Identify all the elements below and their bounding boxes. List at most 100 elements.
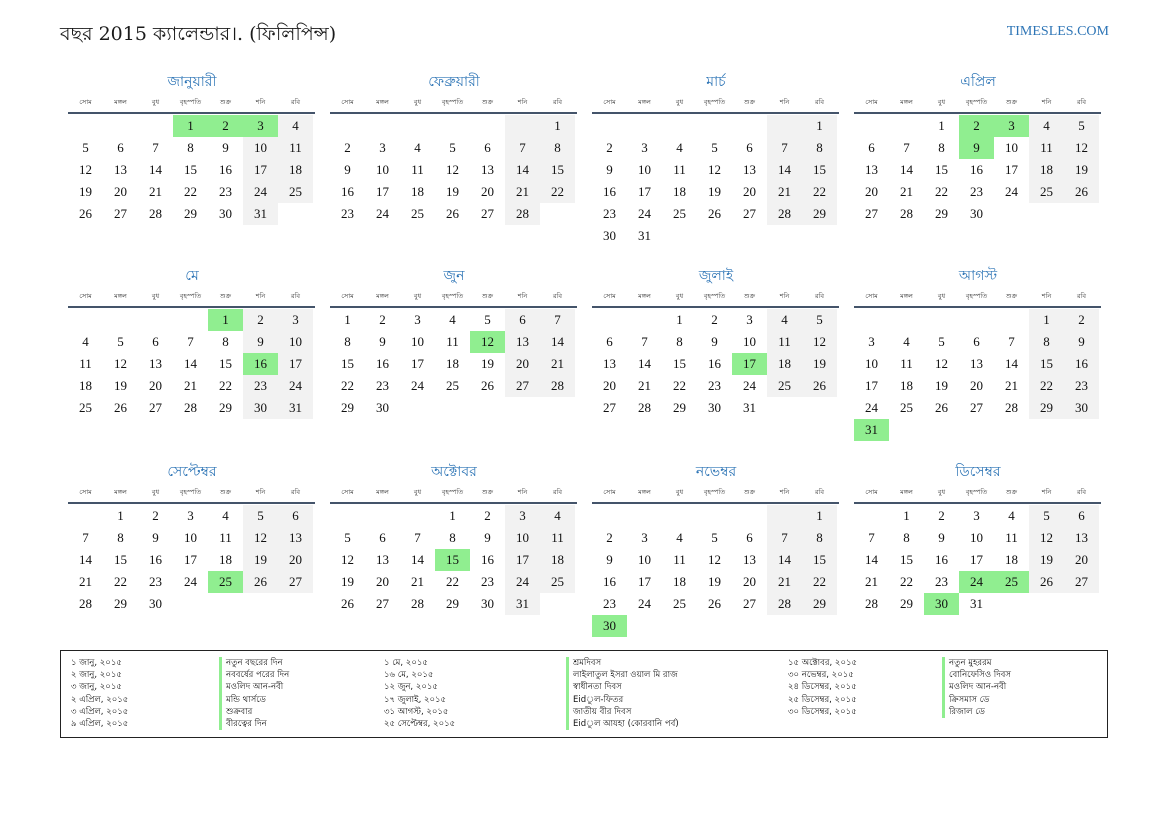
holiday-date: ৩ জানু, ২০১৫ xyxy=(71,682,122,693)
weekday-label: বৃহস্পতি xyxy=(965,488,988,496)
day-cell: 31 xyxy=(243,203,278,225)
day-cell: 2 xyxy=(243,309,278,331)
day-cell: 17 xyxy=(1005,162,1018,177)
day-cell: 7 xyxy=(767,137,802,159)
day-cell: 23 xyxy=(376,378,389,393)
empty-cell xyxy=(365,505,400,527)
holiday-day-cell: 3 xyxy=(994,115,1029,137)
weekday-label: শনি xyxy=(255,488,266,496)
weekday-label: বুধ xyxy=(151,488,160,496)
day-cell: 22 xyxy=(184,184,197,199)
day-cell: 16 xyxy=(1064,353,1099,375)
holiday-name: বোনিফেসিও দিবস xyxy=(942,669,1011,682)
day-cell: 21 xyxy=(1005,378,1018,393)
holiday-day-cell: 25 xyxy=(994,571,1029,593)
day-cell: 21 xyxy=(411,574,424,589)
day-cell: 22 xyxy=(900,574,913,589)
day-cell: 10 xyxy=(411,334,424,349)
days-grid: 1 2 3 4 5 6 7 8 9 10 11 12 13 14 15 16 17 18 19 20 21 22 23 24 2… xyxy=(592,115,839,247)
day-cell: 29 xyxy=(900,596,913,611)
day-cell: 19 xyxy=(79,184,92,199)
day-cell: 11 xyxy=(1029,137,1064,159)
holiday-date: ১২ জুন, ২০১৫ xyxy=(384,682,438,693)
weekday-label: সোম xyxy=(865,292,878,300)
day-cell: 7 xyxy=(903,140,910,155)
day-cell: 23 xyxy=(243,375,278,397)
weekday-label: মঙ্গল xyxy=(114,488,127,496)
weekday-label: রবি xyxy=(814,488,825,496)
holiday-day-cell: 17 xyxy=(732,353,767,375)
day-cell: 31 xyxy=(278,397,313,419)
weekday-header: সোম মঙ্গল বুধ বৃহস্পতি শুক্র শনি রবি xyxy=(592,482,839,504)
month-12: ডিসেম্বর সোম মঙ্গল বুধ বৃহস্পতি শুক্র শনি রবি 1 2… xyxy=(854,462,1101,615)
holiday-date: ৩ এপ্রিল, ২০১৫ xyxy=(71,706,129,717)
holiday-date: ১৭ জুলাই, ২০১৫ xyxy=(384,694,447,705)
day-cell: 6 xyxy=(973,334,980,349)
day-cell: 11 xyxy=(673,552,686,567)
day-cell: 18 xyxy=(1005,552,1018,567)
holiday-name: শ্রমদিবস xyxy=(566,657,679,670)
holiday-date: ২ জানু, ২০১৫ xyxy=(71,670,122,681)
empty-cell xyxy=(697,115,732,137)
day-cell: 28 xyxy=(638,400,651,415)
holiday-name: লাইলাতুল ইসরা ওয়াল মি রাজ xyxy=(566,669,679,682)
day-cell: 10 xyxy=(243,137,278,159)
day-cell: 29 xyxy=(673,400,686,415)
day-cell: 5 xyxy=(1064,115,1099,137)
empty-cell xyxy=(854,505,889,527)
weekday-label: বৃহস্পতি xyxy=(179,488,202,496)
day-cell: 6 xyxy=(746,140,753,155)
day-cell: 2 xyxy=(606,140,613,155)
day-cell: 7 xyxy=(767,527,802,549)
weekday-label: শুক্র xyxy=(1005,98,1018,106)
weekday-label: বুধ xyxy=(937,292,946,300)
day-cell: 11 xyxy=(767,331,802,353)
holiday-name: বীরত্বের দিন xyxy=(219,718,289,731)
day-cell: 19 xyxy=(114,378,127,393)
day-cell: 5 xyxy=(82,140,89,155)
month-name: জুন xyxy=(443,268,465,284)
day-cell: 30 xyxy=(481,596,494,611)
day-cell: 9 xyxy=(711,334,718,349)
day-cell: 15 xyxy=(341,356,354,371)
day-cell: 18 xyxy=(79,378,92,393)
month-6: জুন সোম মঙ্গল বুধ বৃহস্পতি শুক্র শনি রবি 1 2 3 4 5 6 7… xyxy=(330,266,577,419)
weekday-label: রবি xyxy=(552,292,563,300)
holiday-day-cell: 30 xyxy=(592,615,627,637)
day-cell: 12 xyxy=(1064,137,1099,159)
weekday-label: শনি xyxy=(517,292,528,300)
day-cell: 21 xyxy=(638,378,651,393)
days-grid: 1 2 3 4 5 6 7 8 9 10 11 12 13 14 15 16 17 18 19 20 21 22 23 24 2… xyxy=(330,505,577,615)
day-cell: 19 xyxy=(481,356,494,371)
day-cell: 8 xyxy=(802,527,837,549)
day-cell: 25 xyxy=(79,400,92,415)
day-cell: 2 xyxy=(152,508,159,523)
empty-cell xyxy=(627,115,662,137)
site-link[interactable]: TIMESLES.COM xyxy=(1006,24,1109,39)
day-cell: 13 xyxy=(505,331,540,353)
holiday-name: মওলিদ আন-নবী xyxy=(219,681,289,694)
day-cell: 19 xyxy=(341,574,354,589)
day-cell: 27 xyxy=(481,206,494,221)
holiday-date: ২৪ ডিসেম্বর, ২০১৫ xyxy=(788,682,857,693)
day-cell: 11 xyxy=(673,162,686,177)
day-cell: 27 xyxy=(865,206,878,221)
holiday-name: মন্ডি থার্সডে xyxy=(219,693,289,706)
day-cell: 13 xyxy=(278,527,313,549)
weekday-header: সোম মঙ্গল বুধ বৃহস্পতি শুক্র শনি রবি xyxy=(330,286,577,308)
day-cell: 27 xyxy=(114,206,127,221)
day-cell: 6 xyxy=(484,140,491,155)
day-cell: 21 xyxy=(767,571,802,593)
day-cell: 4 xyxy=(676,530,683,545)
weekday-label: বৃহস্পতি xyxy=(703,98,726,106)
day-cell: 7 xyxy=(187,334,194,349)
day-cell: 10 xyxy=(743,334,756,349)
day-cell: 25 xyxy=(411,206,424,221)
day-cell: 18 xyxy=(411,184,424,199)
days-grid: 1 2 3 4 5 6 7 8 9 10 11 12 13 14 15 16 17 18 19 20 21 22 23 24 2… xyxy=(854,505,1101,615)
day-cell: 13 xyxy=(114,162,127,177)
day-cell: 28 xyxy=(1005,400,1018,415)
day-cell: 30 xyxy=(970,206,983,221)
day-cell: 2 xyxy=(344,140,351,155)
month-name: জানুয়ারী xyxy=(167,74,217,90)
